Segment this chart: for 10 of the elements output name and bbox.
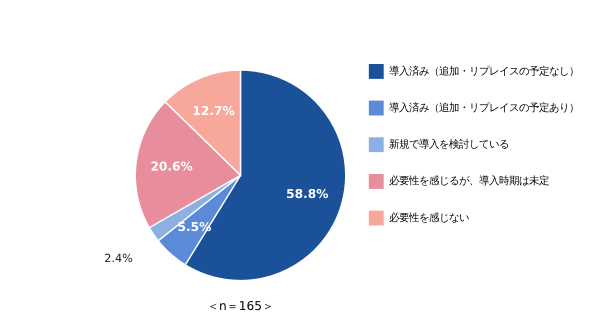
data-label: 2.4% xyxy=(104,252,134,265)
legend-label: 導入済み（追加・リプレイスの予定なし） xyxy=(388,65,579,78)
text: ＜n＝165＞ xyxy=(206,299,274,314)
legend-label: 必要性を感じるが、導入時期は未定 xyxy=(388,175,549,188)
data-label: 58.8% xyxy=(286,186,328,201)
legend-label: 新規で導入を検討している xyxy=(388,138,509,151)
data-label: 12.7% xyxy=(192,104,235,118)
data-label: 20.6% xyxy=(150,159,193,174)
legend-label: 導入済み（追加・リプレイスの予定あり） xyxy=(388,102,579,114)
legend-label: 必要性を感じない xyxy=(388,212,469,224)
